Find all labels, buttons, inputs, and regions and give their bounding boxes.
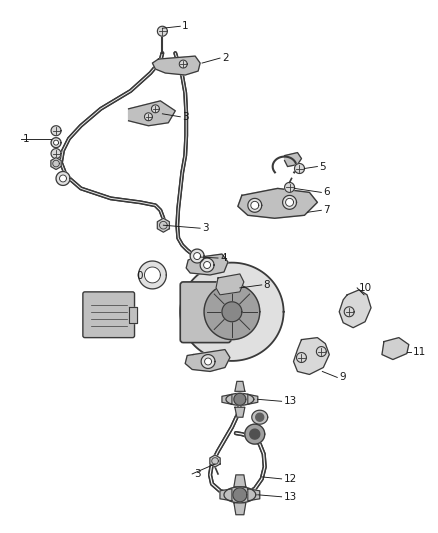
Polygon shape xyxy=(238,188,318,218)
Polygon shape xyxy=(344,307,354,317)
Polygon shape xyxy=(222,302,242,322)
Polygon shape xyxy=(138,261,166,289)
Polygon shape xyxy=(283,196,297,209)
Polygon shape xyxy=(152,105,159,113)
Polygon shape xyxy=(60,175,67,182)
Polygon shape xyxy=(382,337,409,360)
Text: 12: 12 xyxy=(283,474,297,484)
Polygon shape xyxy=(285,182,294,192)
Polygon shape xyxy=(157,26,167,36)
Polygon shape xyxy=(226,393,254,405)
Polygon shape xyxy=(234,503,246,515)
Polygon shape xyxy=(51,138,61,148)
Polygon shape xyxy=(190,249,204,263)
Polygon shape xyxy=(129,101,175,126)
Polygon shape xyxy=(250,429,260,439)
FancyBboxPatch shape xyxy=(83,292,134,337)
Polygon shape xyxy=(51,126,61,136)
Polygon shape xyxy=(294,164,304,173)
Text: 7: 7 xyxy=(323,205,330,215)
Polygon shape xyxy=(286,198,293,206)
Text: 13: 13 xyxy=(283,492,297,502)
Polygon shape xyxy=(220,489,232,501)
Text: 11: 11 xyxy=(413,346,426,357)
Polygon shape xyxy=(200,258,214,272)
Polygon shape xyxy=(51,158,61,169)
Polygon shape xyxy=(204,262,211,269)
Polygon shape xyxy=(234,393,246,405)
Polygon shape xyxy=(194,253,201,260)
FancyBboxPatch shape xyxy=(180,282,231,343)
Polygon shape xyxy=(180,263,283,361)
Text: 2: 2 xyxy=(222,53,229,63)
Polygon shape xyxy=(216,274,244,295)
Polygon shape xyxy=(235,407,245,417)
Text: 3: 3 xyxy=(182,112,189,122)
Polygon shape xyxy=(129,307,137,322)
Polygon shape xyxy=(186,254,228,275)
Text: 5: 5 xyxy=(319,161,326,172)
Polygon shape xyxy=(145,267,160,283)
Polygon shape xyxy=(248,489,260,501)
Polygon shape xyxy=(179,60,187,68)
Text: 9: 9 xyxy=(339,373,346,382)
Polygon shape xyxy=(185,350,230,372)
Text: 3: 3 xyxy=(194,469,201,479)
Polygon shape xyxy=(53,140,59,145)
Polygon shape xyxy=(293,337,329,375)
Polygon shape xyxy=(204,284,260,340)
Polygon shape xyxy=(248,198,262,212)
Polygon shape xyxy=(256,413,264,421)
Polygon shape xyxy=(51,149,61,158)
Polygon shape xyxy=(210,455,220,467)
Text: 1: 1 xyxy=(182,21,189,31)
Polygon shape xyxy=(233,488,247,502)
Text: 4: 4 xyxy=(220,253,226,263)
Polygon shape xyxy=(235,382,245,391)
Polygon shape xyxy=(152,56,200,75)
Polygon shape xyxy=(339,290,371,328)
Polygon shape xyxy=(252,410,268,424)
Polygon shape xyxy=(234,475,246,487)
Polygon shape xyxy=(205,358,212,365)
Polygon shape xyxy=(316,346,326,357)
Polygon shape xyxy=(145,113,152,121)
Polygon shape xyxy=(56,172,70,185)
Polygon shape xyxy=(224,487,256,503)
Polygon shape xyxy=(157,218,170,232)
Polygon shape xyxy=(251,201,259,209)
Polygon shape xyxy=(285,152,301,166)
Polygon shape xyxy=(297,352,307,362)
Polygon shape xyxy=(222,394,232,404)
Text: 6: 6 xyxy=(323,188,330,197)
Text: 8: 8 xyxy=(264,280,270,290)
Text: 3: 3 xyxy=(202,223,209,233)
Polygon shape xyxy=(201,354,215,368)
Text: 10: 10 xyxy=(359,283,372,293)
Polygon shape xyxy=(245,424,265,444)
Text: 1: 1 xyxy=(23,134,30,144)
Text: 0: 0 xyxy=(136,271,142,281)
Text: 13: 13 xyxy=(283,397,297,406)
Polygon shape xyxy=(248,394,258,404)
